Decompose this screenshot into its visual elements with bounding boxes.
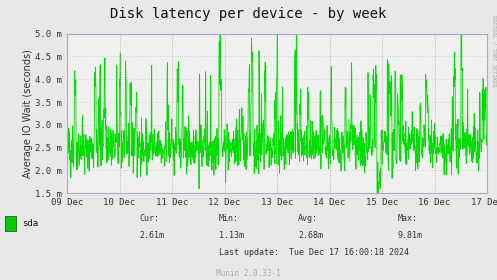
Text: Max:: Max:: [398, 214, 417, 223]
Text: 2.68m: 2.68m: [298, 231, 323, 240]
Text: Munin 2.0.33-1: Munin 2.0.33-1: [216, 269, 281, 278]
Text: Cur:: Cur:: [139, 214, 159, 223]
Text: RRDTOOL / TOBI OETIKER: RRDTOOL / TOBI OETIKER: [491, 15, 496, 86]
Text: Min:: Min:: [219, 214, 239, 223]
Text: Last update:  Tue Dec 17 16:00:18 2024: Last update: Tue Dec 17 16:00:18 2024: [219, 248, 409, 257]
Text: 2.61m: 2.61m: [139, 231, 164, 240]
Text: Avg:: Avg:: [298, 214, 318, 223]
Text: 1.13m: 1.13m: [219, 231, 244, 240]
Y-axis label: Average IO Wait (seconds): Average IO Wait (seconds): [22, 49, 33, 178]
Text: Disk latency per device - by week: Disk latency per device - by week: [110, 7, 387, 21]
Text: 9.81m: 9.81m: [398, 231, 422, 240]
Text: sda: sda: [22, 219, 38, 228]
